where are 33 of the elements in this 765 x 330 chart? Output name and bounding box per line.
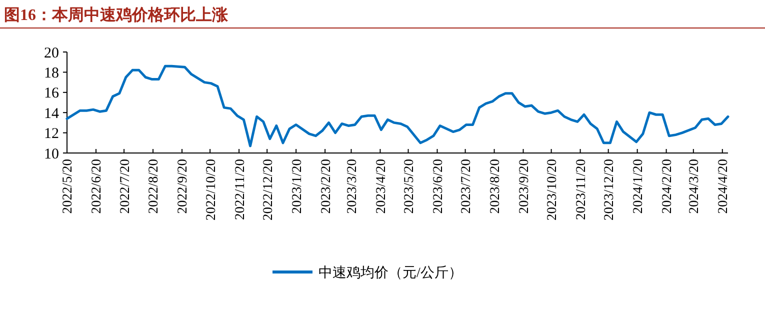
x-tick-label: 2023/12/20 — [601, 158, 616, 221]
x-tick-label: 2024/4/20 — [715, 158, 730, 214]
y-tick-label: 12 — [44, 126, 59, 142]
y-tick-label: 14 — [44, 106, 60, 122]
x-tick-label: 2022/10/20 — [202, 158, 218, 221]
x-tick-label: 2023/3/20 — [344, 158, 359, 214]
x-tick-label: 2024/3/20 — [686, 158, 702, 214]
x-tick-label: 2023/8/20 — [486, 158, 502, 214]
x-tick-label: 2023/7/20 — [458, 158, 474, 214]
x-tick-label: 2022/6/20 — [88, 158, 104, 214]
x-tick-label: 2022/11/20 — [232, 158, 247, 220]
x-tick-label: 2022/8/20 — [146, 158, 161, 214]
x-tick-label: 2023/5/20 — [400, 158, 416, 214]
chart-title: 图16：本周中速鸡价格环比上涨 — [4, 6, 229, 24]
y-tick-label: 20 — [44, 45, 59, 62]
x-tick-label: 2023/1/20 — [288, 158, 304, 214]
x-tick-label: 2023/4/20 — [372, 158, 388, 214]
x-tick-label: 2023/10/20 — [544, 158, 560, 221]
x-tick-label: 2022/5/20 — [60, 158, 75, 214]
y-tick-label: 18 — [44, 65, 59, 82]
x-tick-label: 2022/7/20 — [116, 158, 132, 214]
x-tick-label: 2023/2/20 — [318, 158, 333, 214]
x-tick-label: 2023/6/20 — [430, 158, 445, 214]
x-tick-label: 2022/9/20 — [174, 158, 190, 214]
legend-label: 中速鸡均价（元/公斤） — [318, 264, 462, 281]
x-tick-label: 2023/9/20 — [516, 158, 531, 214]
x-tick-label: 2022/12/20 — [260, 158, 275, 221]
line-series — [66, 64, 730, 148]
x-tick-label: 2024/1/20 — [630, 158, 646, 214]
y-tick-label: 10 — [44, 146, 59, 162]
x-tick-label: 2023/11/20 — [573, 158, 588, 220]
y-tick-label: 16 — [44, 86, 60, 102]
x-tick-label: 2024/2/20 — [659, 158, 674, 214]
